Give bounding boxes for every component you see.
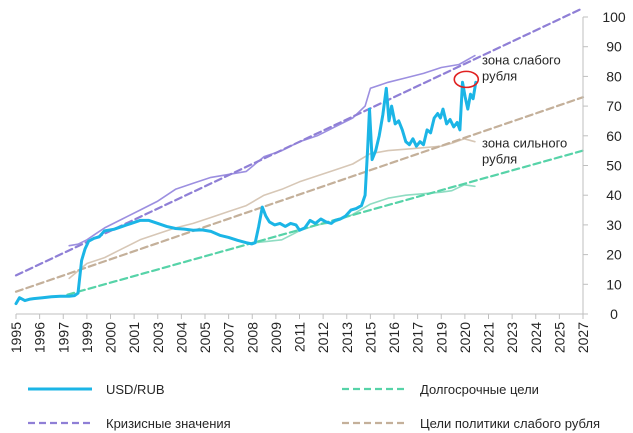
x-tick-label: 2023 [504,322,520,353]
x-tick-label: 2004 [173,322,189,353]
legend-label: Кризисные значения [106,416,231,431]
x-axis: 1995 1996 1997 1999 2000 2001 2003 2004 2005 2007… [8,313,591,353]
y-tick-label: 0 [610,306,618,322]
y-tick-label: 80 [606,68,622,84]
y-tick-label: 40 [606,187,622,203]
x-tick-label: 2020 [457,322,473,353]
legend-label: Долгосрочные цели [420,382,539,397]
series-line-0 [14,80,478,306]
y-tick-label: 60 [606,128,622,144]
series-line-3 [14,96,585,293]
x-tick-label: 2025 [551,322,567,353]
x-tick-label: 2003 [150,322,166,353]
legend-label: USD/RUB [106,382,165,397]
series-line-5 [68,138,476,280]
y-tick-label: 10 [606,276,622,292]
x-tick-label: 2001 [126,322,142,353]
series-line-4 [68,54,476,247]
x-tick-label: 2016 [386,322,402,353]
x-tick-label: 2015 [362,322,378,353]
x-tick-label: 2000 [103,322,119,353]
y-tick-label: 70 [606,98,622,114]
y-tick-label: 20 [606,247,622,263]
x-tick-label: 1996 [32,322,48,353]
highlight-ellipse [453,70,480,89]
y-axis: 0 10 20 30 40 50 60 70 80 90 100 [582,9,626,322]
annotation-text: зона сильного [482,136,567,151]
y-tick-label: 100 [602,9,626,25]
y-tick-label: 50 [606,158,622,174]
x-tick-label: 1997 [55,322,71,353]
x-tick-label: 2021 [481,322,497,353]
y-tick-label: 30 [606,217,622,233]
x-tick-label: 2008 [244,322,260,353]
x-tick-label: 2024 [528,322,544,353]
annotation-text: рубля [482,69,517,84]
y-tick-label: 90 [606,39,622,55]
x-tick-label: 2009 [268,322,284,353]
plot-area [14,7,585,306]
x-tick-label: 2005 [197,322,213,353]
x-tick-label: 2007 [221,322,237,353]
x-tick-label: 2019 [433,322,449,353]
x-tick-label: 2012 [315,322,331,353]
annotation-text: зона слабого [482,53,561,68]
x-tick-label: 1999 [79,322,95,353]
x-tick-label: 1995 [8,322,24,353]
x-tick-label: 2017 [410,322,426,353]
x-tick-label: 2011 [292,322,308,352]
x-tick-label: 2013 [339,322,355,353]
x-tick-label: 2027 [575,322,591,353]
legend-label: Цели политики слабого рубля [420,416,600,431]
legend: USD/RUB Долгосрочные цели Кризисные значен… [28,382,600,431]
annotation-text: рубля [482,152,517,167]
